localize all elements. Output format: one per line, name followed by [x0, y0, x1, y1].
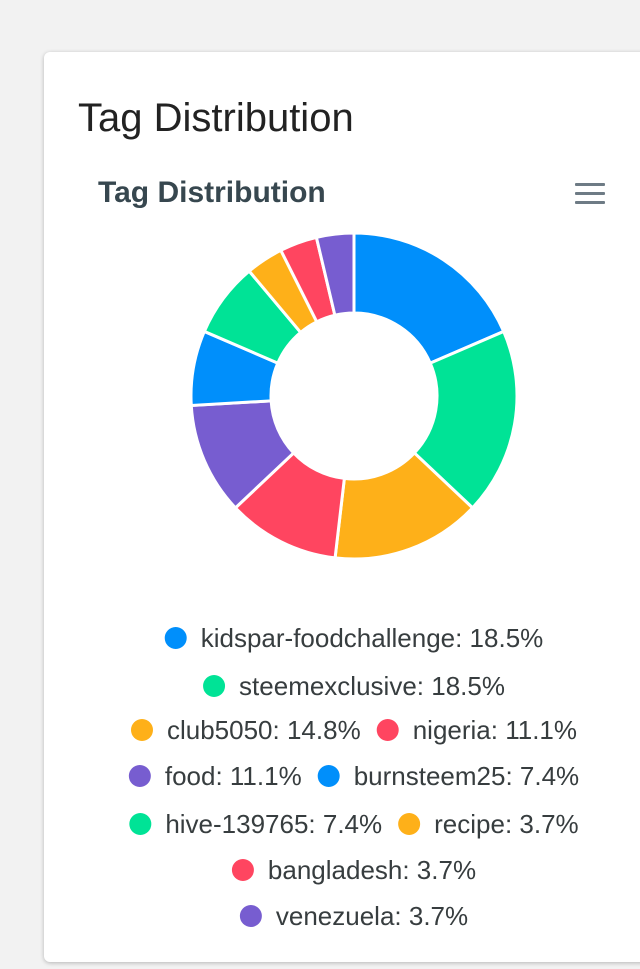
legend-marker	[231, 859, 254, 881]
chart-menu-button[interactable]	[572, 178, 608, 210]
legend-marker	[239, 905, 262, 927]
legend-label: bangladesh: 3.7%	[268, 855, 476, 885]
legend-marker	[203, 675, 226, 697]
chart-card: Tag Distribution Tag Distribution kidspa…	[44, 52, 640, 962]
legend-item-nigeria[interactable]: nigeria: 11.1%	[376, 715, 577, 745]
chart-legend: kidspar-foodchallenge: 18.5% steemexclusi…	[128, 623, 579, 931]
legend-marker	[129, 813, 152, 835]
legend-marker	[128, 765, 151, 787]
legend-item-food[interactable]: food: 11.1%	[128, 761, 302, 791]
legend-item-hive-139765[interactable]: hive-139765: 7.4%	[129, 809, 382, 839]
legend-label: venezuela: 3.7%	[276, 901, 468, 931]
legend-label: nigeria: 11.1%	[413, 715, 577, 745]
legend-item-bangladesh[interactable]: bangladesh: 3.7%	[231, 855, 476, 885]
legend-item-venezuela[interactable]: venezuela: 3.7%	[239, 901, 468, 931]
legend-label: steemexclusive: 18.5%	[239, 671, 505, 701]
legend-label: burnsteem25: 7.4%	[354, 761, 579, 791]
legend-label: hive-139765: 7.4%	[165, 809, 382, 839]
legend-label: food: 11.1%	[165, 761, 302, 791]
legend-item-kidspar-foodchallenge[interactable]: kidspar-foodchallenge: 18.5%	[164, 623, 544, 653]
legend-marker	[398, 813, 421, 835]
legend-item-burnsteem25[interactable]: burnsteem25: 7.4%	[317, 761, 579, 791]
card-title: Tag Distribution	[78, 96, 354, 140]
donut-slices	[189, 231, 519, 561]
legend-marker	[164, 627, 187, 649]
legend-item-steemexclusive[interactable]: steemexclusive: 18.5%	[203, 671, 505, 701]
legend-label: recipe: 3.7%	[434, 809, 579, 839]
donut-slice-venezuela[interactable]	[314, 231, 356, 318]
legend-marker	[376, 719, 399, 741]
legend-item-recipe[interactable]: recipe: 3.7%	[398, 809, 579, 839]
donut-slice-steemexclusive[interactable]	[412, 329, 519, 510]
legend-label: kidspar-foodchallenge: 18.5%	[201, 623, 544, 653]
donut-chart: kidspar-foodchallenge: 18.5% steemexclusi…	[128, 231, 579, 931]
legend-item-club5050[interactable]: club5050: 14.8%	[130, 715, 361, 745]
legend-marker	[317, 765, 340, 787]
donut-slice-kidspar-foodchallenge[interactable]	[352, 231, 506, 366]
legend-label: club5050: 14.8%	[167, 715, 361, 745]
legend-marker	[130, 719, 153, 741]
chart-title: Tag Distribution	[98, 176, 326, 209]
